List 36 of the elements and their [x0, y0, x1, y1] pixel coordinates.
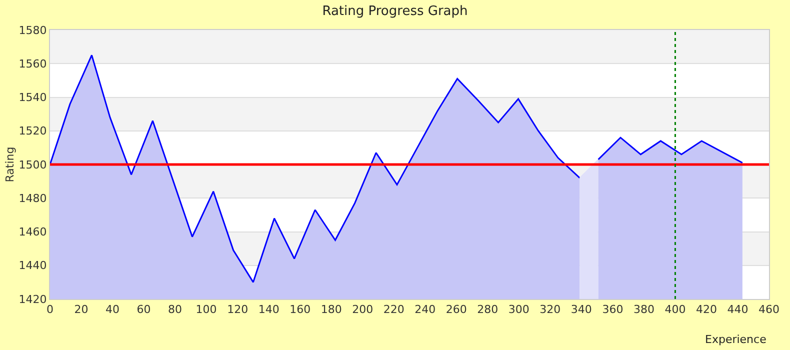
x-tick-label: 280 [477, 303, 498, 316]
x-tick-label: 180 [320, 303, 342, 316]
x-tick-label: 260 [446, 303, 467, 316]
x-tick-label: 460 [758, 303, 780, 316]
x-axis-title: Experience [705, 333, 767, 346]
x-tick-label: 80 [168, 303, 182, 316]
x-tick-label: 300 [508, 303, 530, 316]
x-tick-label: 320 [540, 303, 561, 316]
y-tick-label: 1580 [18, 24, 47, 37]
x-tick-label: 220 [383, 303, 404, 316]
x-tick-label: 100 [196, 303, 217, 316]
y-tick-label: 1420 [18, 292, 47, 306]
x-tick-label: 120 [227, 303, 248, 316]
chart-title: Rating Progress Graph [322, 4, 468, 20]
x-tick-label: 440 [727, 303, 748, 316]
y-tick-label: 1460 [18, 226, 47, 239]
y-tick-label: 1540 [18, 91, 47, 104]
x-tick-label: 360 [602, 303, 624, 316]
x-tick-label: 340 [570, 303, 592, 316]
x-tick-label: 380 [633, 303, 654, 316]
x-tick-label: 20 [74, 303, 88, 316]
x-tick-label: 140 [258, 303, 280, 316]
x-tick-label: 40 [106, 303, 120, 316]
x-tick-label: 200 [352, 303, 374, 316]
y-axis-title: Rating [3, 146, 16, 182]
x-tick-label: 0 [46, 303, 54, 316]
y-tick-label: 1560 [18, 57, 47, 70]
y-tick-label: 1440 [18, 259, 47, 272]
x-tick-label: 60 [136, 303, 151, 316]
y-tick-label: 1480 [18, 192, 47, 205]
x-tick-label: 400 [664, 303, 686, 316]
x-tick-label: 240 [414, 303, 436, 316]
x-tick-label: 420 [696, 303, 717, 316]
y-tick-label: 1520 [18, 124, 47, 138]
x-tick-label: 160 [290, 303, 311, 316]
y-tick-label: 1500 [18, 158, 47, 172]
